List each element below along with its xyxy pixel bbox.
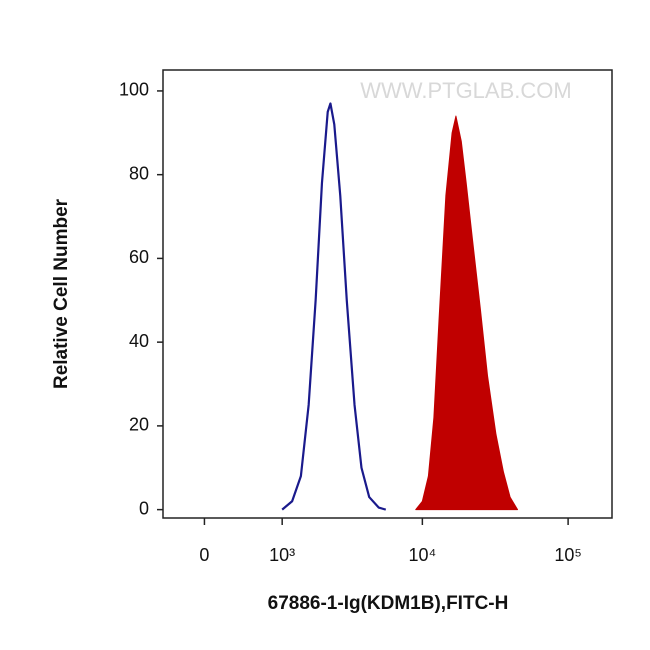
y-tick-label: 40 — [129, 331, 149, 351]
histogram-line — [281, 102, 387, 511]
x-tick-label: 10⁵ — [554, 545, 581, 565]
plot-frame — [162, 69, 613, 519]
y-axis-label: Relative Cell Number — [51, 198, 72, 389]
x-tick-label: 10³ — [269, 545, 295, 565]
y-tick-label: 20 — [129, 415, 149, 435]
y-tick-label: 80 — [129, 163, 149, 183]
histogram-area — [415, 115, 519, 511]
y-tick-label: 100 — [119, 80, 149, 100]
x-tick-label: 10⁴ — [408, 545, 436, 565]
x-axis-label: 67886-1-Ig(KDM1B),FITC-H — [268, 593, 509, 614]
watermark: WWW.PTGLAB.COM — [360, 78, 571, 103]
y-tick-label: 60 — [129, 247, 149, 267]
x-tick-label: 0 — [199, 545, 209, 565]
y-tick-label: 0 — [139, 498, 149, 518]
